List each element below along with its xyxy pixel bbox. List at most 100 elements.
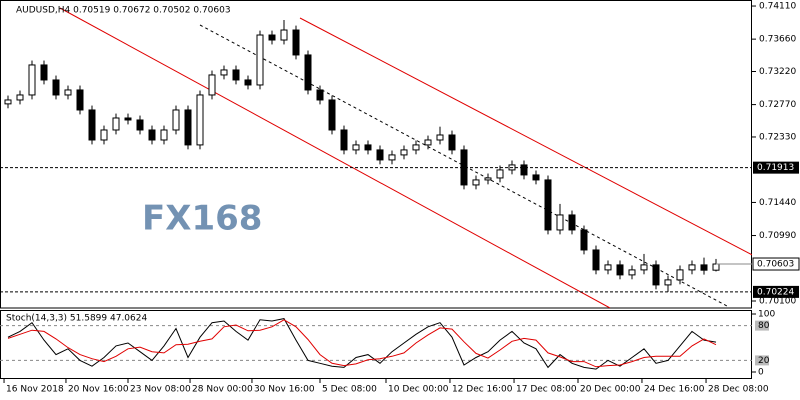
candle-body — [664, 279, 672, 286]
y-tick-label: 80 — [758, 321, 770, 331]
candle-body — [388, 154, 396, 161]
level-tag — [753, 285, 799, 298]
candle-body — [544, 179, 552, 231]
candle-body — [40, 64, 48, 81]
y-tick-label: 0.70100 — [759, 297, 796, 307]
chart-title: AUDUSD,H4 0.70519 0.70672 0.70502 0.7060… — [16, 6, 231, 16]
candle-body — [412, 144, 420, 151]
x-tick-label: 12 Dec 16:00 — [452, 385, 513, 395]
last-price-label: 0.70603 — [757, 260, 794, 270]
candle-body — [136, 119, 144, 131]
level-tag — [753, 161, 799, 174]
candle-body — [208, 74, 216, 96]
candles — [4, 20, 720, 292]
indicator-line — [7, 318, 717, 370]
candle-body — [244, 79, 252, 86]
candle-body — [352, 144, 360, 151]
candle-body — [220, 69, 228, 76]
candle-body — [172, 109, 180, 131]
candle-body — [364, 144, 372, 151]
y-tick-label: 0.73220 — [759, 67, 796, 77]
y-tick-label: 0.72330 — [759, 132, 796, 142]
candle-body — [448, 134, 456, 151]
candle-body — [100, 129, 108, 141]
candle-body — [340, 129, 348, 151]
candle-body — [28, 64, 36, 96]
candle-body — [256, 34, 264, 86]
last-price-tag — [752, 257, 800, 271]
candle-body — [592, 249, 600, 271]
candle-body — [184, 109, 192, 146]
indicator-panel — [0, 310, 752, 379]
y-tick-label: 0.70990 — [759, 231, 796, 241]
candle-body — [64, 89, 72, 96]
main-panel — [0, 0, 752, 309]
channel-upper — [299, 17, 752, 256]
candle-body — [520, 164, 528, 176]
level-label: 0.70224 — [757, 287, 794, 297]
candle-body — [472, 179, 480, 186]
candle-body — [376, 149, 384, 161]
candle-body — [580, 229, 588, 251]
candle-body — [640, 264, 648, 271]
level-label: 0.71913 — [757, 163, 794, 173]
candle-body — [316, 89, 324, 101]
candle-body — [292, 29, 300, 56]
candle-body — [556, 214, 564, 231]
candle-body — [112, 117, 120, 131]
x-tick-label: 16 Nov 2018 — [6, 385, 64, 395]
level-tag — [755, 320, 769, 331]
y-tick-label: 0.73660 — [759, 35, 796, 45]
candle-body — [616, 264, 624, 276]
candle-body — [268, 34, 276, 41]
candle-body — [568, 214, 576, 231]
x-tick-label: 20 Dec 00:00 — [580, 385, 641, 395]
x-tick-label: 23 Nov 08:00 — [130, 385, 191, 395]
candle-body — [436, 134, 444, 141]
y-tick-label: 0.72770 — [759, 100, 796, 110]
y-tick-label: 0.71440 — [759, 198, 796, 208]
channel-lower — [59, 7, 611, 308]
x-tick-label: 17 Dec 08:00 — [516, 385, 577, 395]
candle-body — [4, 99, 12, 105]
x-tick-label: 24 Dec 16:00 — [644, 385, 705, 395]
candle-body — [88, 109, 96, 141]
candle-body — [124, 117, 132, 121]
x-tick-label: 5 Dec 08:00 — [322, 385, 377, 395]
candle-body — [52, 79, 60, 96]
candle-body — [304, 54, 312, 91]
candle-body — [328, 99, 336, 131]
x-tick-label: 20 Nov 16:00 — [68, 385, 129, 395]
y-tick-label: 100 — [758, 310, 775, 320]
candle-body — [652, 264, 660, 286]
candle-body — [400, 149, 408, 156]
x-tick-label: 28 Nov 00:00 — [192, 385, 253, 395]
candle-body — [532, 174, 540, 181]
candle-body — [232, 69, 240, 81]
x-tick-label: 10 Dec 00:00 — [388, 385, 449, 395]
candle-body — [148, 129, 156, 141]
indicator-line — [7, 319, 717, 368]
candle-body — [496, 169, 504, 179]
candle-body — [676, 269, 684, 281]
candle-body — [604, 264, 612, 271]
candle-body — [76, 89, 84, 111]
candle-body — [160, 129, 168, 141]
level-tag — [755, 355, 769, 366]
candle-body — [712, 263, 720, 271]
y-tick-label: 0.74110 — [759, 2, 796, 12]
y-tick-label: 0 — [758, 368, 764, 378]
candle-body — [688, 264, 696, 271]
candle-body — [280, 29, 288, 41]
indicator-title: Stoch(14,3,3) 51.5899 47.0624 — [6, 314, 147, 324]
candle-body — [700, 264, 708, 271]
candle-body — [196, 94, 204, 146]
y-tick-label: 20 — [758, 356, 770, 366]
candle-body — [484, 177, 492, 181]
candle-body — [628, 269, 636, 276]
watermark: FX168 — [142, 199, 262, 239]
x-tick-label: 28 Dec 08:00 — [708, 385, 769, 395]
candle-body — [16, 94, 24, 101]
